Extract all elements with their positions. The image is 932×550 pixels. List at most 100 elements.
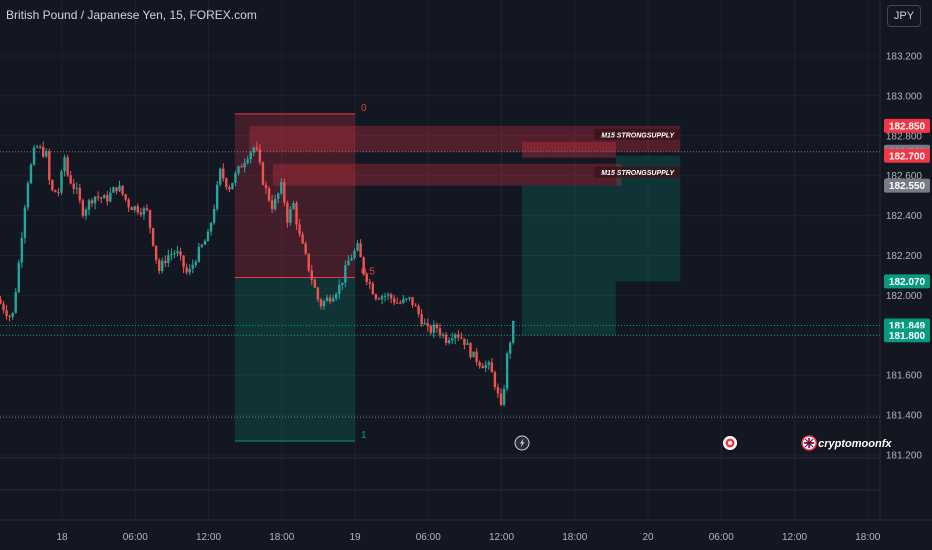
candle-body xyxy=(289,209,292,223)
candle-body xyxy=(246,159,249,163)
price-tick-label: 183.200 xyxy=(886,52,923,63)
candle-body xyxy=(188,268,191,273)
candle-body xyxy=(255,147,259,150)
price-tag-label: 182.070 xyxy=(889,277,926,288)
candle-body xyxy=(414,305,417,307)
lightning-icon xyxy=(520,438,525,448)
candle-body xyxy=(5,310,8,317)
time-tick-label: 19 xyxy=(349,532,361,543)
candle-body xyxy=(118,185,121,192)
candle-body xyxy=(237,166,240,174)
supply-zone xyxy=(272,163,622,186)
candle-body xyxy=(447,340,451,344)
candle-body xyxy=(170,254,173,256)
candle-body xyxy=(490,362,494,373)
candle-body xyxy=(45,151,48,157)
candle-body xyxy=(90,200,94,204)
candle-body xyxy=(338,284,341,295)
candle-body xyxy=(112,187,115,193)
candle-body xyxy=(423,323,426,325)
candle-body xyxy=(63,157,66,172)
fib-level-label: 0.5 xyxy=(361,266,375,277)
price-tag-label: 182.700 xyxy=(889,151,926,162)
price-tag-label: 181.849 xyxy=(889,321,926,332)
candle-body xyxy=(450,338,454,341)
price-tick-label: 182.400 xyxy=(886,211,923,222)
candle-body xyxy=(215,184,219,209)
price-tag xyxy=(884,148,930,163)
price-tag-label: 182.550 xyxy=(889,181,926,192)
time-tick-label: 06:00 xyxy=(123,532,148,543)
price-tick-label: 183.000 xyxy=(886,91,923,102)
candle-body xyxy=(499,393,503,405)
candle-body xyxy=(103,195,106,199)
candle-body xyxy=(460,337,463,339)
candle-body xyxy=(344,265,347,283)
candle-body xyxy=(396,302,399,304)
candle-body xyxy=(347,260,350,266)
time-tick-label: 20 xyxy=(642,532,654,543)
candle-body xyxy=(99,197,103,199)
candle-body xyxy=(106,195,109,202)
supply-zone-label: M15 STRONGSUPPLY xyxy=(601,170,675,177)
candle-body xyxy=(130,207,133,211)
candle-body xyxy=(286,202,289,223)
candle-body xyxy=(206,231,210,242)
time-tick-label: 06:00 xyxy=(709,532,734,543)
candle-body xyxy=(383,295,387,297)
candle-body xyxy=(145,208,149,211)
candle-body xyxy=(96,196,100,198)
time-tick-label: 18:00 xyxy=(269,532,294,543)
candle-body xyxy=(368,282,371,284)
candle-body xyxy=(29,164,33,184)
candle-body xyxy=(334,294,338,299)
candle-body xyxy=(51,180,54,191)
candle-body xyxy=(350,258,353,261)
candle-body xyxy=(310,270,313,280)
candle-body xyxy=(219,168,222,185)
candle-body xyxy=(420,314,423,325)
candle-body xyxy=(505,353,509,389)
candle-body xyxy=(481,365,484,369)
candle-body xyxy=(60,171,63,193)
price-tick-label: 182.800 xyxy=(886,131,923,142)
candle-body xyxy=(502,388,506,405)
candle-body xyxy=(54,190,57,193)
time-tick-label: 06:00 xyxy=(416,532,441,543)
candle-body xyxy=(389,294,393,299)
candle-body xyxy=(38,146,42,148)
price-tag xyxy=(884,118,930,133)
candle-body xyxy=(298,224,301,235)
candle-body xyxy=(84,209,88,216)
candle-body xyxy=(457,334,460,338)
candle-body xyxy=(133,206,136,211)
candle-body xyxy=(57,192,60,194)
fib-level-label: 0 xyxy=(361,103,367,114)
candle-body xyxy=(72,183,75,189)
candle-body xyxy=(69,175,72,184)
price-tag xyxy=(884,274,930,289)
currency-button[interactable]: JPY xyxy=(887,5,921,27)
candle-body xyxy=(252,147,255,153)
candle-body xyxy=(277,193,280,199)
candle-body xyxy=(463,338,466,345)
candle-body xyxy=(454,334,457,339)
candle-body xyxy=(182,255,185,268)
candle-body xyxy=(139,212,143,215)
candle-body xyxy=(307,253,310,271)
candle-body xyxy=(225,178,228,188)
candle-body xyxy=(261,162,265,185)
candle-body xyxy=(176,251,179,254)
candle-body xyxy=(386,294,390,296)
candle-body xyxy=(438,328,442,335)
candle-body xyxy=(151,228,155,246)
candle-body xyxy=(313,279,317,288)
candle-body xyxy=(17,262,20,293)
candle-body xyxy=(2,303,5,311)
candle-body xyxy=(512,320,515,343)
time-tick-label: 18:00 xyxy=(855,532,880,543)
supply-zone-label-bg xyxy=(594,128,681,140)
candle-body xyxy=(200,244,204,247)
